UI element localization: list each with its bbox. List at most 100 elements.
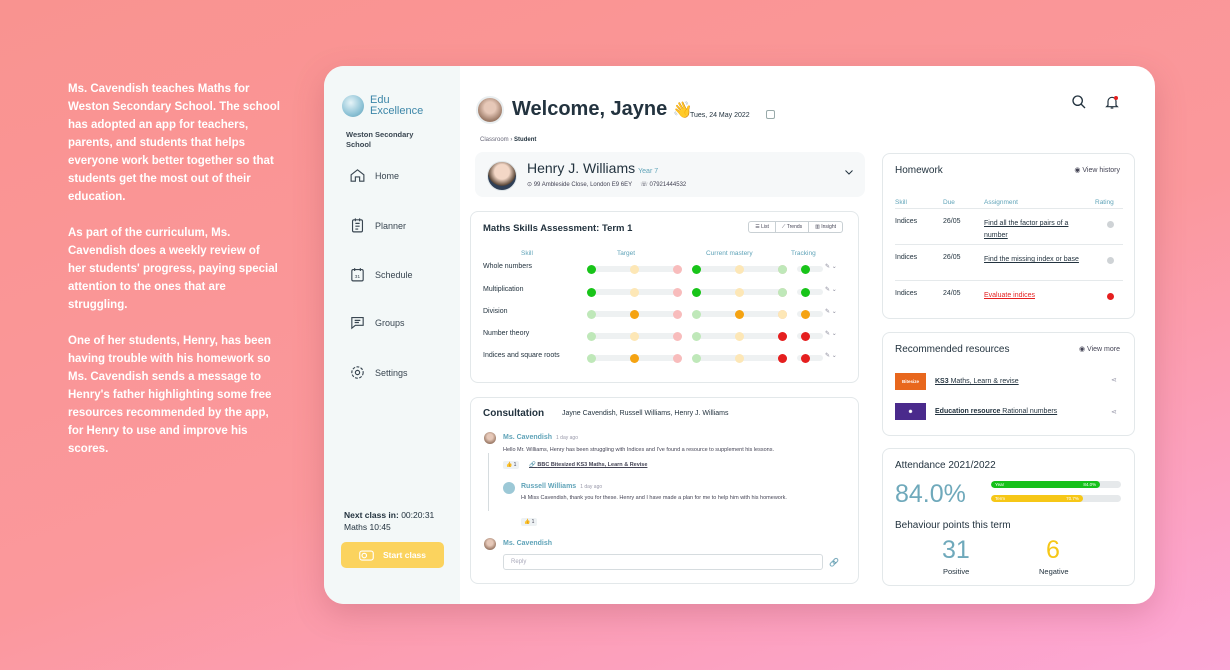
skill-label: Indices and square roots [483,352,560,359]
homework-due: 26/05 [943,218,961,225]
view-insight-button[interactable]: ▥ Insight [815,224,836,230]
tracking-dot [778,353,787,363]
resource-link[interactable]: 🔗 BBC Bitesized KS3 Maths, Learn & Revis… [529,462,648,468]
skill-dot [630,287,639,297]
rating-dot [1107,293,1114,300]
homework-assignment-link[interactable]: Find all the factor pairs of a number [984,220,1069,239]
tracking-dot [778,264,787,274]
avatar [484,538,496,550]
row-actions-icon[interactable]: ✎ ⌄ [825,264,837,270]
skills-assessment-panel: Maths Skills Assessment: Term 1 ☰ List ⟋… [470,211,859,383]
story-paragraph: Ms. Cavendish teaches Maths for Weston S… [68,83,280,203]
col-header-skill: Skill [895,199,907,206]
message-text: Hello Mr. Williams, Henry has been strug… [503,447,774,453]
skill-dot [673,287,682,297]
thread-line [488,453,489,511]
table-row-divider [895,208,1123,209]
nav-planner[interactable]: Planner [349,217,406,234]
message-author: Ms. Cavendish [503,540,553,547]
student-name: Henry J. Williams [527,160,636,176]
nav-groups[interactable]: Groups [349,314,405,331]
app-logo[interactable]: Edu Excellence [342,95,423,117]
col-header-tracking: Tracking [791,250,816,257]
behaviour-title: Behaviour points this term [895,520,1011,531]
table-row-divider [895,280,1123,281]
start-class-button[interactable]: Start class [341,542,444,568]
skill-track [797,311,823,317]
row-actions-icon[interactable]: ✎ ⌄ [825,287,837,293]
svg-text:31: 31 [355,274,361,280]
attach-link-icon[interactable]: 🔗 [829,558,839,567]
notification-bell-icon[interactable] [1104,94,1120,110]
homework-skill: Indices [895,218,918,225]
col-header-assignment: Assignment [984,199,1018,206]
year-attendance-bar: Year 84.0% [991,481,1121,488]
nav-home[interactable]: Home [349,167,399,184]
skill-dot [673,331,682,341]
attendance-panel: Attendance 2021/2022 84.0% Year 84.0% Ter… [882,448,1135,586]
homework-title: Homework [895,165,943,176]
homework-assignment-link[interactable]: Evaluate indices [984,292,1035,299]
like-button[interactable]: 👍 1 [503,461,520,469]
settings-icon [351,366,364,379]
like-button[interactable]: 👍 1 [521,518,538,526]
nav-label: Home [375,170,400,181]
student-card[interactable]: Henry J. Williams Year 7 ⊙ 99 Ambleside C… [475,152,865,197]
planner-icon [351,218,364,233]
story-text: Ms. Cavendish teaches Maths for Weston S… [68,80,280,476]
skill-dot [587,264,596,274]
nav-schedule[interactable]: 31 Schedule [349,266,413,283]
eye-icon: ◉ [1078,346,1086,353]
breadcrumb-parent[interactable]: Classroom [480,137,509,143]
tracking-dot [778,287,787,297]
skill-dot [735,287,744,297]
term-attendance-bar: Term 70.7% [991,495,1121,502]
skill-dot [735,309,744,319]
negative-label: Negative [1039,567,1069,576]
current-date: Tues, 24 May 2022 [690,112,750,119]
student-address: 99 Ambleside Close, London E9 6EY [533,182,632,188]
student-avatar [487,161,517,191]
share-icon[interactable]: ⋖ [1111,377,1117,384]
chevron-down-icon[interactable] [843,166,855,178]
teacher-avatar[interactable] [476,96,504,124]
skill-dot [692,353,701,363]
breadcrumb-separator: › [508,137,515,143]
bitesize-logo: Bitesize [895,373,926,390]
resources-panel: Recommended resources ◉ View more Bitesi… [882,332,1135,436]
view-list-button[interactable]: ☰ List [749,222,776,232]
share-icon[interactable]: ⋖ [1111,409,1117,416]
tracking-dot [778,309,787,319]
logo-mark-icon [342,95,364,117]
positive-label: Positive [943,567,970,576]
tracking-dot [801,353,810,363]
view-more-link[interactable]: ◉ View more [1078,346,1120,353]
row-actions-icon[interactable]: ✎ ⌄ [825,331,837,337]
story-paragraph: One of her students, Henry, has been hav… [68,335,272,455]
calendar-icon[interactable] [766,110,775,119]
skill-dot [630,309,639,319]
video-camera-icon [359,549,374,561]
row-actions-icon[interactable]: ✎ ⌄ [825,309,837,315]
homework-skill: Indices [895,254,918,261]
next-class-label: Next class in: [344,510,399,520]
homework-assignment-link[interactable]: Find the missing index or base [984,256,1079,263]
row-actions-icon[interactable]: ✎ ⌄ [825,353,837,359]
nav-settings[interactable]: Settings [349,364,408,381]
school-name: Weston Secondary School [346,130,414,149]
positive-points: 31 [942,536,970,564]
skill-dot [735,264,744,274]
resource-item[interactable]: ✺ Education resource Rational numbers [895,403,1057,420]
rating-dot [1107,221,1114,228]
resource-item[interactable]: Bitesize KS3 Maths, Learn & revise [895,373,1019,390]
nav-label: Groups [375,317,405,328]
col-header-skill: Skill [521,250,533,257]
next-class-subject: Maths 10:45 [344,522,391,532]
skill-label: Number theory [483,330,530,337]
view-history-link[interactable]: ◉ View history [1074,167,1120,174]
search-icon[interactable] [1071,94,1087,110]
reply-input[interactable]: Reply [503,554,823,570]
view-trends-button[interactable]: ⟋ Trends [776,222,810,232]
start-class-label: Start class [383,550,426,560]
message-author: Ms. Cavendish 1 day ago [503,434,578,441]
